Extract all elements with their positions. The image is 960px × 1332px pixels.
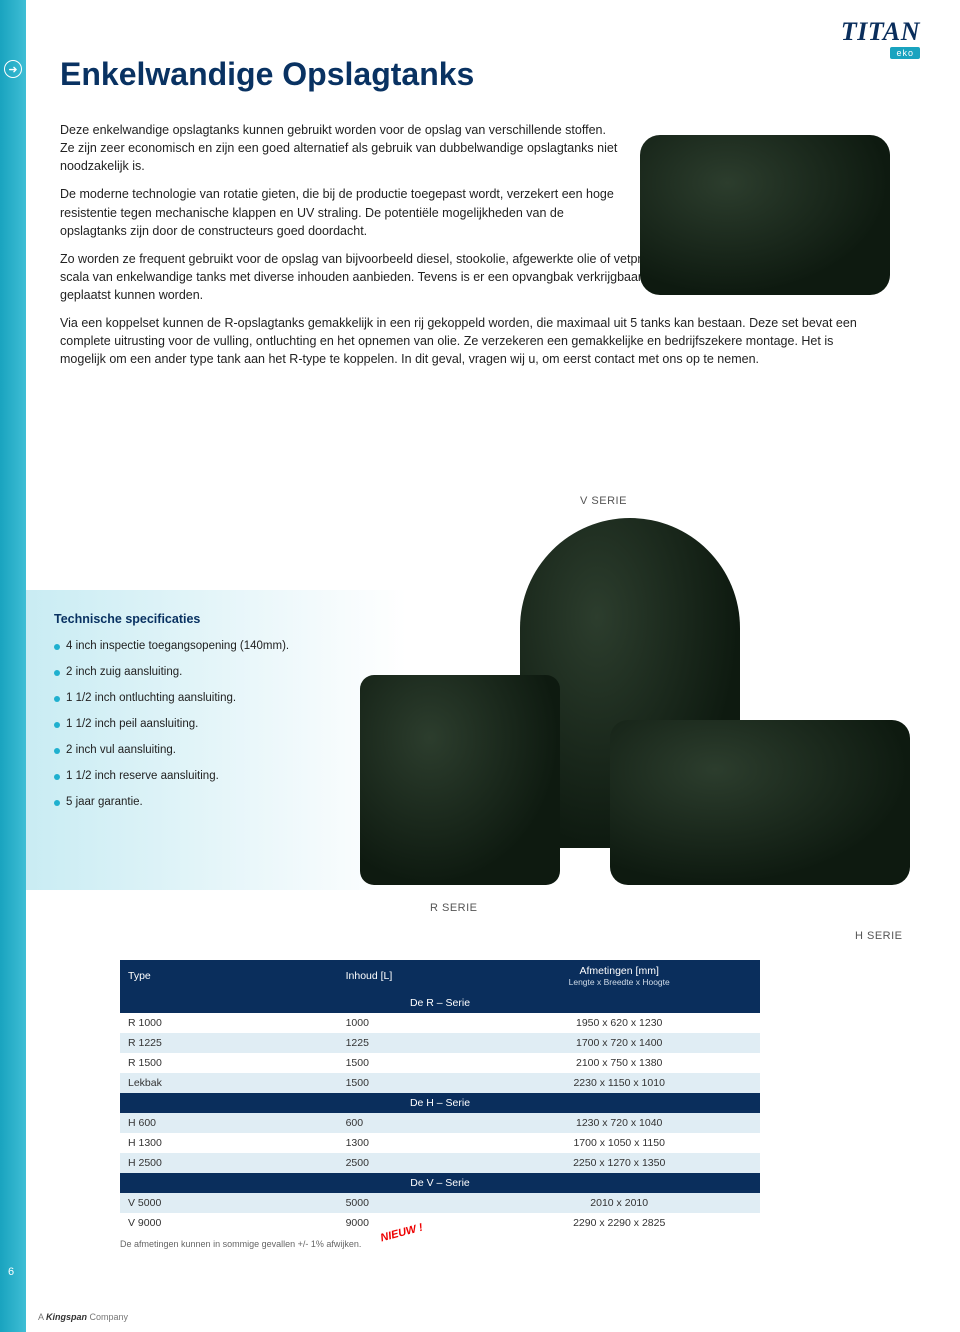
- table-row: R 122512251700 x 720 x 1400: [120, 1033, 760, 1053]
- series-label-v: V SERIE: [580, 495, 627, 507]
- specs-item: 1 1/2 inch ontluchting aansluiting.: [54, 692, 374, 704]
- table-row: H 250025002250 x 1270 x 1350: [120, 1153, 760, 1173]
- dimensions-table-wrap: Type Inhoud [L] Afmetingen [mm] Lengte x…: [120, 960, 760, 1249]
- table-section-header: De H – Serie: [120, 1093, 760, 1113]
- specs-item: 1 1/2 inch reserve aansluiting.: [54, 770, 374, 782]
- th-dim: Afmetingen [mm] Lengte x Breedte x Hoogt…: [478, 960, 760, 993]
- paragraph: De moderne technologie van rotatie giete…: [60, 185, 620, 239]
- specs-item: 1 1/2 inch peil aansluiting.: [54, 718, 374, 730]
- table-row: V 500050002010 x 2010: [120, 1193, 760, 1213]
- tank-image-r: [360, 675, 560, 885]
- company-footer: A Kingspan Company: [38, 1312, 128, 1322]
- table-row: R 100010001950 x 620 x 1230: [120, 1013, 760, 1033]
- tank-image-top: [640, 135, 890, 295]
- sidebar-gradient: [0, 0, 26, 1332]
- specs-list: 4 inch inspectie toegangsopening (140mm)…: [54, 640, 374, 808]
- table-row: H 130013001700 x 1050 x 1150: [120, 1133, 760, 1153]
- th-inhoud: Inhoud [L]: [338, 960, 479, 993]
- tech-specs: Technische specificaties 4 inch inspecti…: [54, 612, 374, 822]
- table-section-header: De R – Serie: [120, 993, 760, 1013]
- series-label-h: H SERIE: [855, 930, 903, 942]
- table-row: V 900090002290 x 2290 x 2825: [120, 1213, 760, 1233]
- specs-title: Technische specificaties: [54, 612, 374, 626]
- series-label-r: R SERIE: [430, 902, 478, 914]
- paragraph: Via een koppelset kunnen de R-opslagtank…: [60, 314, 860, 368]
- table-row: R 150015002100 x 750 x 1380: [120, 1053, 760, 1073]
- specs-item: 2 inch zuig aansluiting.: [54, 666, 374, 678]
- th-type: Type: [120, 960, 338, 993]
- tank-image-h: [610, 720, 910, 885]
- arrow-icon: ➜: [4, 60, 22, 78]
- intro-text: Deze enkelwandige opslagtanks kunnen geb…: [60, 121, 620, 369]
- page-title: Enkelwandige Opslagtanks: [60, 56, 910, 93]
- specs-item: 4 inch inspectie toegangsopening (140mm)…: [54, 640, 374, 652]
- dimensions-table: Type Inhoud [L] Afmetingen [mm] Lengte x…: [120, 960, 760, 1233]
- page-number: 6: [8, 1266, 14, 1278]
- logo-text: TITAN: [841, 20, 920, 43]
- specs-item: 2 inch vul aansluiting.: [54, 744, 374, 756]
- table-section-header: De V – Serie: [120, 1173, 760, 1193]
- table-row: H 6006001230 x 720 x 1040: [120, 1113, 760, 1133]
- specs-item: 5 jaar garantie.: [54, 796, 374, 808]
- table-row: Lekbak15002230 x 1150 x 1010: [120, 1073, 760, 1093]
- paragraph: Deze enkelwandige opslagtanks kunnen geb…: [60, 121, 620, 175]
- table-footnote: De afmetingen kunnen in sommige gevallen…: [120, 1239, 760, 1249]
